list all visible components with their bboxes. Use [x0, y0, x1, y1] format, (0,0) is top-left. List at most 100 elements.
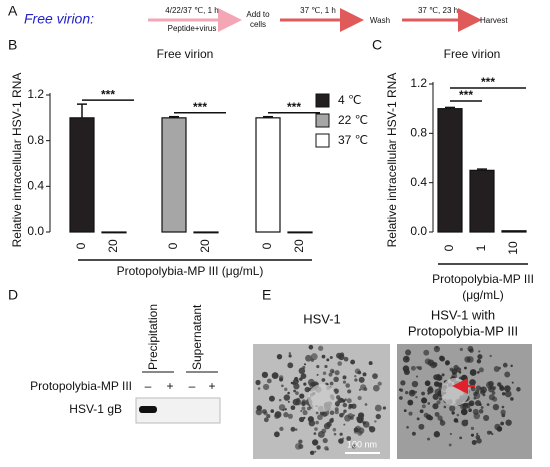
texture	[476, 438, 482, 444]
texture	[287, 391, 290, 395]
step-label: Wash	[370, 16, 390, 25]
texture	[421, 391, 425, 396]
texture	[364, 403, 368, 406]
step-label: Add to	[246, 10, 270, 19]
texture	[303, 363, 307, 366]
bar	[437, 108, 463, 233]
texture	[449, 432, 453, 436]
texture	[464, 366, 467, 370]
texture	[294, 428, 298, 431]
texture	[287, 413, 293, 419]
texture	[313, 432, 317, 435]
texture	[262, 383, 270, 391]
texture	[305, 354, 312, 362]
texture	[334, 410, 339, 415]
texture	[428, 385, 433, 391]
texture	[410, 389, 415, 395]
column-label: Precipitation	[146, 304, 160, 370]
texture	[448, 443, 452, 447]
x-tick-label: 0	[166, 242, 180, 249]
texture	[348, 403, 353, 408]
step-label: Peptide+virus	[168, 24, 217, 33]
x-axis-label: Protopolybia-MP III	[432, 272, 534, 286]
texture	[411, 431, 416, 436]
texture	[487, 380, 494, 387]
panel-label: D	[8, 287, 18, 303]
texture	[279, 426, 284, 431]
texture	[469, 379, 476, 386]
texture	[326, 358, 330, 362]
texture	[464, 356, 471, 363]
texture	[433, 431, 441, 438]
texture	[328, 372, 333, 377]
y-tick-label: 0.0	[410, 224, 427, 238]
texture	[437, 415, 443, 421]
legend-label: 22 ℃	[338, 113, 368, 127]
texture	[353, 430, 358, 434]
texture	[299, 377, 303, 381]
texture	[469, 348, 474, 353]
texture	[427, 402, 431, 405]
texture	[461, 419, 469, 427]
texture	[357, 430, 363, 436]
texture	[360, 384, 367, 391]
texture	[314, 450, 317, 453]
texture	[510, 397, 514, 401]
legend-label: 37 ℃	[338, 133, 368, 147]
texture	[317, 430, 325, 438]
texture	[470, 426, 475, 430]
texture	[322, 438, 328, 444]
sign: +	[208, 379, 215, 393]
texture	[510, 364, 513, 368]
texture	[333, 432, 337, 436]
step-label: cells	[250, 20, 266, 29]
texture	[400, 380, 406, 386]
texture	[423, 349, 430, 356]
bar	[501, 230, 527, 233]
texture	[399, 388, 404, 392]
texture	[479, 389, 486, 395]
texture	[504, 390, 512, 398]
texture	[308, 344, 314, 350]
y-tick-label: 0.8	[410, 126, 427, 140]
texture	[502, 362, 508, 368]
texture	[432, 403, 439, 410]
texture	[271, 372, 279, 380]
texture	[329, 410, 335, 415]
texture	[266, 413, 271, 419]
texture	[319, 410, 325, 416]
texture	[308, 384, 336, 412]
texture	[333, 376, 339, 383]
texture	[402, 355, 410, 363]
texture	[342, 402, 348, 408]
texture	[307, 416, 314, 423]
row-label: Protopolybia-MP III	[30, 379, 132, 393]
texture	[315, 411, 319, 415]
texture	[504, 385, 511, 392]
texture	[257, 387, 261, 390]
texture	[334, 407, 339, 412]
texture	[329, 355, 333, 359]
texture	[352, 414, 355, 417]
texture	[324, 364, 328, 369]
texture	[283, 394, 291, 401]
texture	[300, 409, 303, 412]
texture	[322, 371, 327, 375]
texture	[470, 433, 475, 437]
texture	[492, 386, 497, 390]
texture	[403, 368, 410, 376]
texture	[255, 379, 261, 386]
x-tick-label: 20	[292, 239, 306, 253]
texture	[375, 413, 381, 420]
sign: –	[189, 379, 196, 393]
texture	[505, 419, 512, 426]
texture	[283, 412, 289, 418]
texture	[480, 406, 484, 409]
y-axis-label: Relative intracellular HSV-1 RNA	[385, 73, 399, 248]
texture	[268, 395, 275, 402]
texture	[470, 402, 474, 406]
texture	[475, 400, 481, 407]
significance: ***	[459, 88, 473, 102]
texture	[357, 395, 362, 401]
texture	[424, 380, 431, 387]
